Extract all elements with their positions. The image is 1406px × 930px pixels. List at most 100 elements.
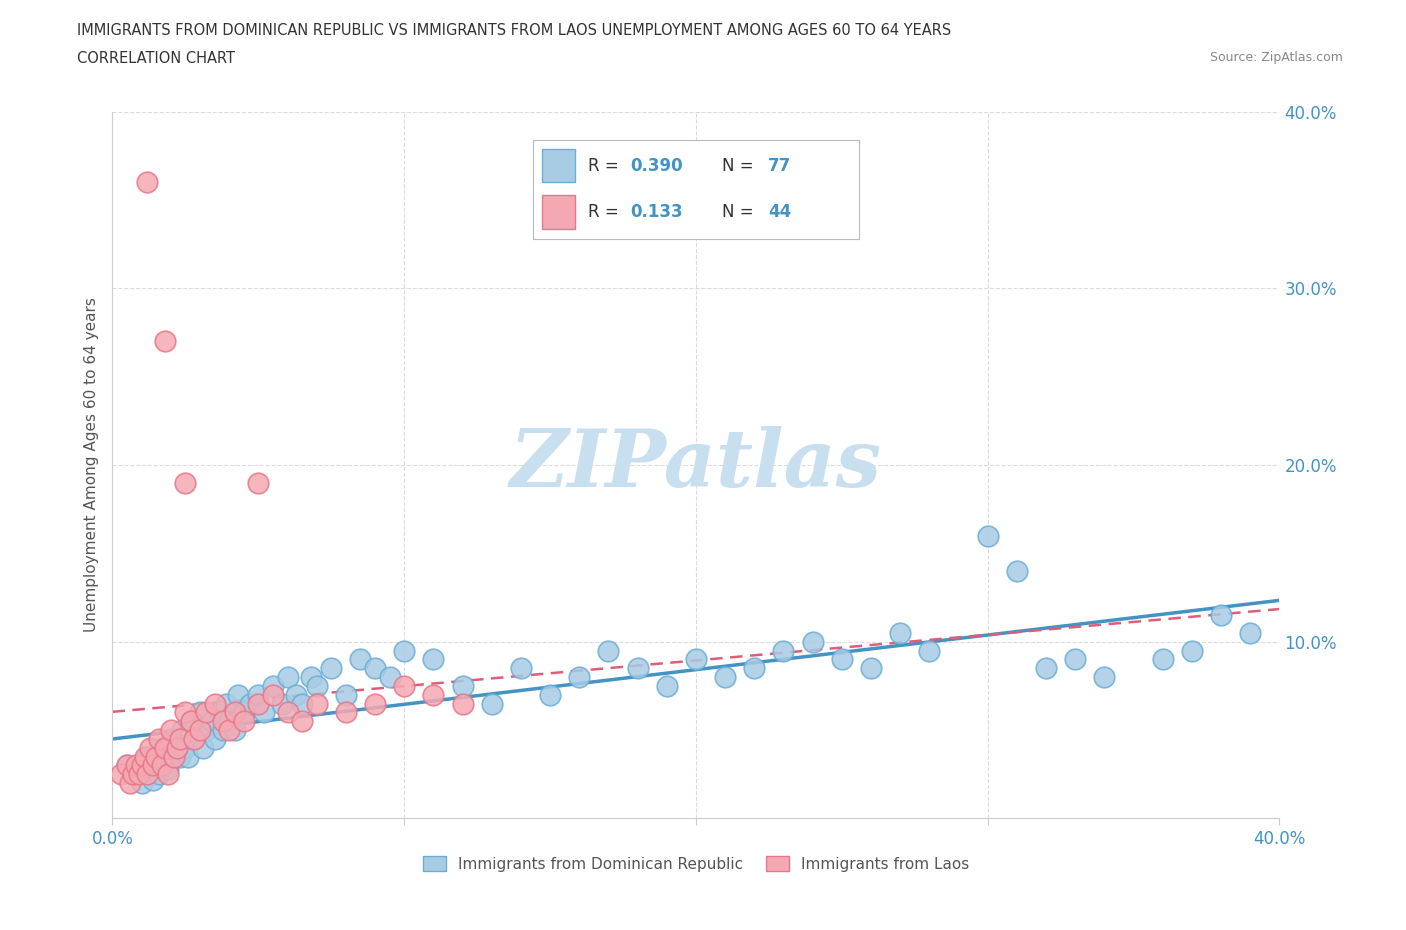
Point xyxy=(394,644,416,658)
Point xyxy=(1209,608,1232,623)
Point xyxy=(169,750,191,764)
Point xyxy=(215,696,238,711)
Point xyxy=(451,696,474,711)
Point xyxy=(174,740,197,755)
Point xyxy=(276,670,298,684)
Point xyxy=(364,696,387,711)
Point xyxy=(153,740,176,755)
Point xyxy=(285,687,308,702)
Point xyxy=(134,754,156,769)
Point xyxy=(166,737,188,751)
Point xyxy=(131,758,153,773)
Point xyxy=(239,696,262,711)
Point xyxy=(180,714,202,729)
Point xyxy=(232,714,254,729)
Point xyxy=(139,740,162,755)
Point xyxy=(598,644,620,658)
Point xyxy=(627,660,650,675)
Point xyxy=(918,644,941,658)
Point xyxy=(364,660,387,675)
Point xyxy=(247,687,270,702)
Text: IMMIGRANTS FROM DOMINICAN REPUBLIC VS IMMIGRANTS FROM LAOS UNEMPLOYMENT AMONG AG: IMMIGRANTS FROM DOMINICAN REPUBLIC VS IM… xyxy=(77,23,952,38)
Point xyxy=(136,766,159,781)
Point xyxy=(335,705,357,720)
Point xyxy=(134,750,156,764)
Point xyxy=(212,723,235,737)
Point xyxy=(1035,660,1057,675)
Point xyxy=(194,705,217,720)
Point xyxy=(291,696,314,711)
Point xyxy=(305,696,328,711)
Point xyxy=(860,660,883,675)
Point xyxy=(153,334,176,349)
Point xyxy=(772,644,794,658)
Point xyxy=(174,705,197,720)
Point xyxy=(136,175,159,190)
Point xyxy=(224,723,246,737)
Point xyxy=(218,714,240,729)
Point xyxy=(218,723,240,737)
Point xyxy=(204,696,226,711)
Point xyxy=(110,766,132,781)
Point xyxy=(1005,564,1028,578)
Point xyxy=(321,660,343,675)
Point xyxy=(714,670,737,684)
Point xyxy=(394,679,416,694)
Point xyxy=(183,731,205,746)
Legend: Immigrants from Dominican Republic, Immigrants from Laos: Immigrants from Dominican Republic, Immi… xyxy=(416,850,976,878)
Text: ZIPatlas: ZIPatlas xyxy=(510,426,882,504)
Point xyxy=(156,766,179,781)
Point xyxy=(148,766,170,781)
Point xyxy=(166,740,188,755)
Point xyxy=(378,670,401,684)
Point xyxy=(349,652,371,667)
Point xyxy=(115,758,138,773)
Point xyxy=(685,652,707,667)
Point xyxy=(125,758,148,773)
Point xyxy=(145,758,167,773)
Point xyxy=(568,670,591,684)
Point xyxy=(131,776,153,790)
Point xyxy=(212,714,235,729)
Point xyxy=(169,731,191,746)
Point xyxy=(247,696,270,711)
Point xyxy=(1239,625,1261,640)
Point xyxy=(889,625,911,640)
Point xyxy=(145,750,167,764)
Point xyxy=(976,528,998,543)
Point xyxy=(1181,644,1204,658)
Point xyxy=(188,723,211,737)
Point xyxy=(1152,652,1174,667)
Point xyxy=(232,705,254,720)
Point xyxy=(160,731,183,746)
Point xyxy=(180,714,202,729)
Point xyxy=(153,750,176,764)
Point xyxy=(191,740,214,755)
Point xyxy=(262,679,284,694)
Point xyxy=(148,731,170,746)
Point xyxy=(183,731,205,746)
Point xyxy=(128,766,150,781)
Point xyxy=(299,670,322,684)
Point xyxy=(201,714,224,729)
Point xyxy=(509,660,531,675)
Point xyxy=(224,705,246,720)
Point xyxy=(125,762,148,777)
Point xyxy=(204,731,226,746)
Point xyxy=(172,723,194,737)
Point xyxy=(422,652,444,667)
Point xyxy=(115,758,138,773)
Text: Source: ZipAtlas.com: Source: ZipAtlas.com xyxy=(1209,51,1343,64)
Point xyxy=(177,750,200,764)
Point xyxy=(174,475,197,490)
Point xyxy=(422,687,444,702)
Point xyxy=(801,634,824,649)
Point xyxy=(136,750,159,764)
Point xyxy=(1064,652,1087,667)
Point xyxy=(142,772,165,787)
Point xyxy=(160,723,183,737)
Text: CORRELATION CHART: CORRELATION CHART xyxy=(77,51,235,66)
Point xyxy=(209,705,232,720)
Point xyxy=(139,762,162,777)
Point xyxy=(276,705,298,720)
